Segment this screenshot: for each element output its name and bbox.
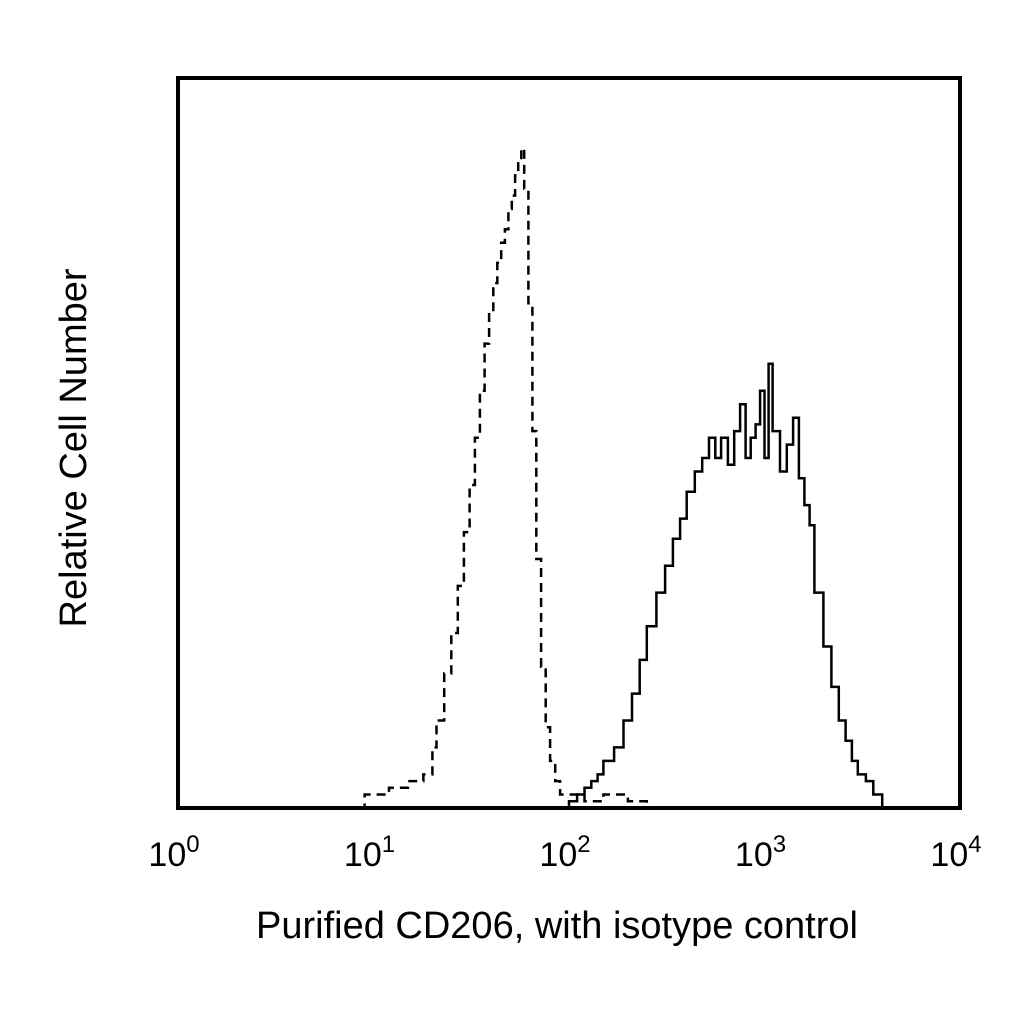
cd206-stained-histogram-line <box>560 362 884 810</box>
x-tick-label: 102 <box>539 831 590 874</box>
x-tick-label: 101 <box>344 831 395 874</box>
plot-frame <box>176 76 962 810</box>
series-layer <box>330 147 884 810</box>
x-tick-label: 104 <box>930 831 981 874</box>
x-tick-labels: 100 101 102 103 104 <box>148 831 981 874</box>
x-tick-label: 103 <box>735 831 786 874</box>
y-axis-title: Relative Cell Number <box>53 268 95 627</box>
x-tick-label: 100 <box>148 831 199 874</box>
isotype-control-histogram-line <box>330 147 649 810</box>
x-axis-title: Purified CD206, with isotype control <box>256 905 858 947</box>
